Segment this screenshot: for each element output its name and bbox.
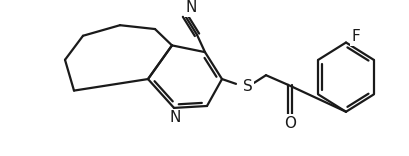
Text: N: N (169, 110, 181, 125)
Text: O: O (284, 116, 296, 131)
Text: N: N (185, 0, 197, 15)
Text: F: F (352, 29, 360, 44)
Text: S: S (243, 79, 253, 94)
